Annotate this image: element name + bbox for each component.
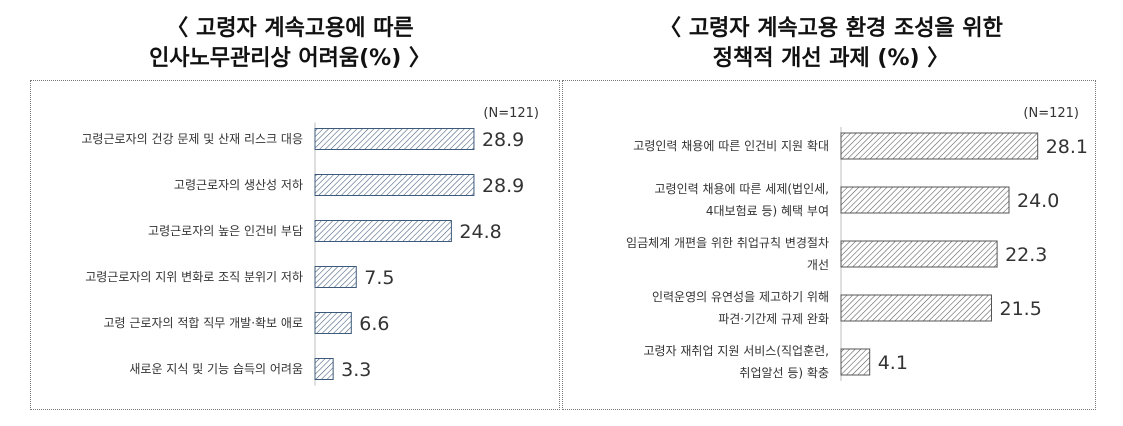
category-label: 고령인력 채용에 따른 세제(법인세, 4대보험료 등) 혜택 부여 [654,182,829,218]
bar [840,294,992,322]
data-label: 28.1 [1046,136,1088,158]
data-label: 22.3 [1005,244,1047,266]
data-label: 28.9 [482,129,524,151]
data-label: 24.8 [459,221,501,243]
bar [840,132,1039,160]
category-label: 고령 근로자의 적합 직무 개발·확보 애로 [103,316,303,330]
right-title-line1: 〈 고령자 계속고용 환경 조성을 위한 [659,16,1003,41]
category-label: 고령근로자의 지위 변화로 조직 분위기 저하 [85,270,303,284]
bar [314,266,357,288]
bar [314,220,452,242]
category-label: 고령자 재취업 지원 서비스(직업훈련, 취업알선 등) 확충 [643,344,829,380]
bar [314,312,352,334]
bar [314,358,334,380]
left-bar-chart: (N=121) 28.9 고령근로자의 건강 문제 및 산재 리스크 대응 28.9 고… [81,106,539,386]
data-label: 3.3 [341,359,371,381]
data-label: 24.0 [1017,190,1059,212]
left-chart-title: 〈 고령자 계속고용에 따른 인사노무관리상 어려움(%) 〉 [30,14,550,74]
data-label: 4.1 [878,352,908,374]
category-label: 새로운 지식 및 기능 습득의 어려움 [129,362,303,376]
category-label: 임금체계 개편을 위한 취업규칙 변경절차 개선 [626,236,829,272]
category-label: 고령근로자의 높은 인건비 부담 [148,224,303,238]
category-label: 고령근로자의 건강 문제 및 산재 리스크 대응 [81,132,303,146]
data-label: 28.9 [482,175,524,197]
category-label: 고령인력 채용에 따른 인건비 지원 확대 [633,139,829,153]
left-title-line1: 〈 고령자 계속고용에 따른 [166,16,414,41]
left-title-line2: 인사노무관리상 어려움(%) 〉 [149,46,431,71]
right-chart-title: 〈 고령자 계속고용 환경 조성을 위한 정책적 개선 과제 (%) 〉 [566,14,1096,74]
bar [840,348,871,376]
sample-size-note: (N=121) [1023,106,1079,121]
category-label: 인력운영의 유연성을 제고하기 위해 파견·기간제 규제 완화 [652,290,829,326]
data-label: 7.5 [364,267,394,289]
category-label: 고령근로자의 생산성 저하 [174,178,303,192]
bar [840,186,1010,214]
right-title-line2: 정책적 개선 과제 (%) 〉 [712,46,950,71]
sample-size-note: (N=121) [483,106,539,121]
data-label: 21.5 [1000,298,1042,320]
bar [840,240,998,268]
left-chart-panel: (N=121) 28.9 고령근로자의 건강 문제 및 산재 리스크 대응 28.9 고… [30,80,560,410]
data-label: 6.6 [359,313,389,335]
bar [314,128,475,150]
right-bar-chart: (N=121) 28.1 고령인력 채용에 따른 인건비 지원 확대 24.0 고령인력… [626,106,1088,381]
right-chart-panel: (N=121) 28.1 고령인력 채용에 따른 인건비 지원 확대 24.0 고령인력… [562,80,1096,410]
bar [314,174,475,196]
